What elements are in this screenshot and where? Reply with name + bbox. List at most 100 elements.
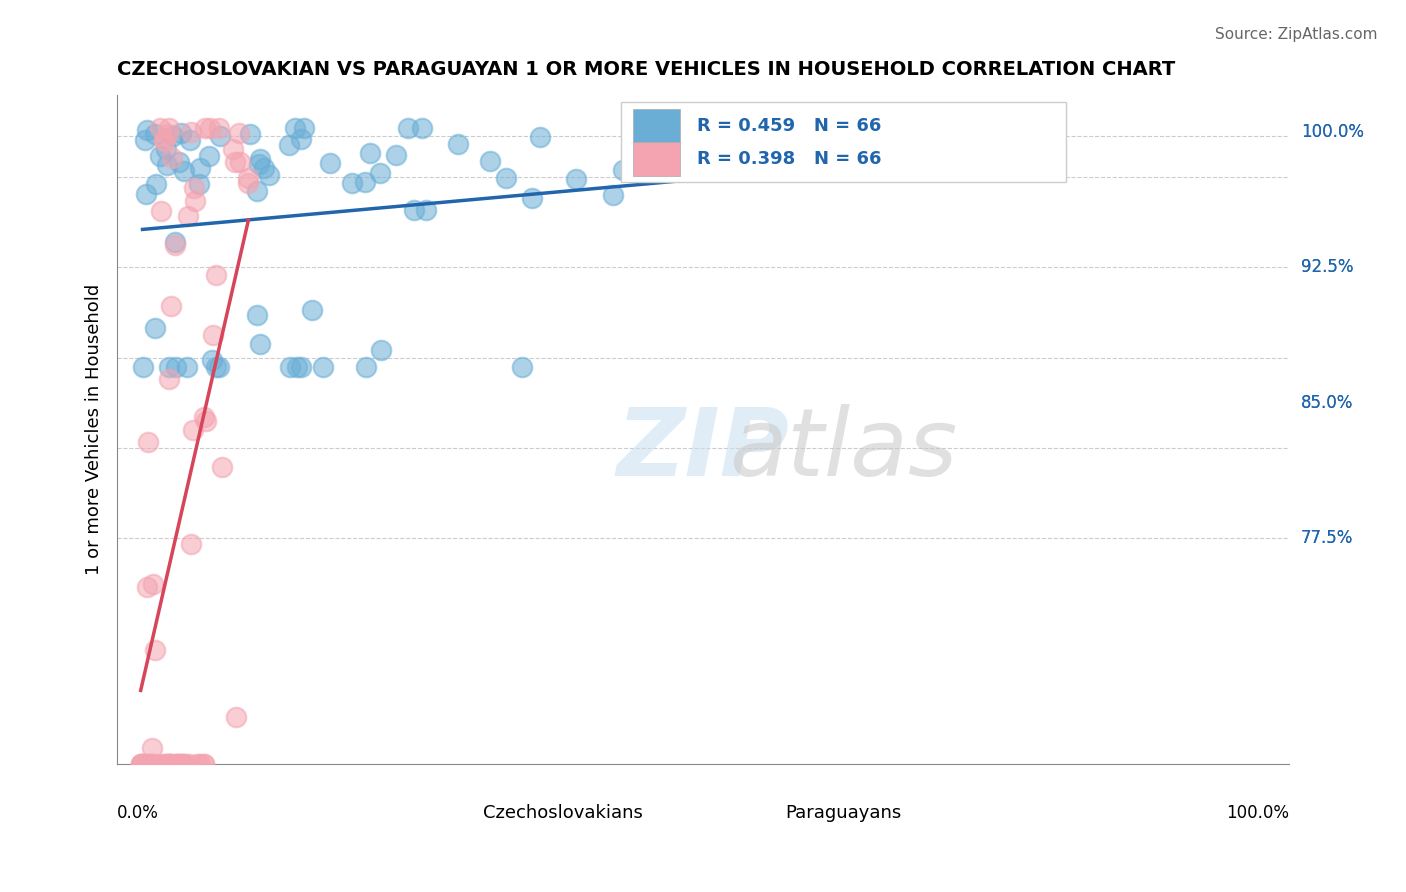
Point	[186, 757, 208, 772]
Point	[301, 302, 323, 317]
Point	[188, 757, 211, 772]
Point	[200, 120, 222, 135]
Point	[167, 757, 190, 772]
Point	[177, 757, 200, 772]
Point	[319, 156, 342, 170]
Point	[188, 161, 211, 176]
Point	[163, 237, 186, 252]
Point	[354, 359, 377, 374]
Point	[612, 163, 634, 178]
Point	[278, 359, 301, 374]
Point	[160, 757, 183, 772]
Point	[246, 308, 269, 322]
Point	[157, 120, 180, 135]
Point	[257, 168, 280, 182]
Point	[169, 155, 191, 169]
Point	[139, 757, 162, 772]
Point	[201, 353, 224, 368]
Point	[447, 136, 470, 151]
Point	[135, 187, 157, 202]
Point	[170, 757, 193, 772]
Point	[368, 166, 391, 180]
Point	[149, 149, 172, 163]
Point	[193, 757, 215, 772]
Point	[183, 181, 205, 195]
Text: 100.0%: 100.0%	[1301, 122, 1364, 141]
Text: ZIP: ZIP	[617, 404, 790, 496]
Point	[238, 171, 260, 186]
Point	[176, 359, 198, 374]
Point	[180, 125, 202, 139]
Point	[156, 158, 179, 172]
Text: Source: ZipAtlas.com: Source: ZipAtlas.com	[1215, 27, 1378, 42]
Point	[142, 577, 165, 591]
Point	[284, 120, 307, 135]
FancyBboxPatch shape	[633, 142, 679, 176]
Point	[152, 134, 174, 148]
Point	[205, 359, 228, 374]
Text: 92.5%: 92.5%	[1301, 258, 1353, 277]
Point	[170, 126, 193, 140]
Point	[194, 120, 217, 135]
Point	[385, 147, 408, 161]
Point	[131, 359, 153, 374]
Point	[285, 359, 308, 374]
Text: 100.0%: 100.0%	[1226, 805, 1289, 822]
Point	[188, 178, 211, 192]
Point	[208, 359, 231, 374]
Point	[143, 127, 166, 141]
Point	[131, 757, 153, 772]
Point	[129, 757, 152, 772]
Point	[529, 130, 551, 145]
Point	[129, 757, 152, 772]
Point	[177, 209, 200, 223]
Point	[228, 126, 250, 140]
Point	[290, 132, 312, 146]
Text: 100.0%: 100.0%	[1301, 122, 1364, 141]
Point	[225, 710, 247, 724]
Point	[155, 757, 177, 772]
Point	[720, 161, 742, 175]
Text: CZECHOSLOVAKIAN VS PARAGUAYAN 1 OR MORE VEHICLES IN HOUSEHOLD CORRELATION CHART: CZECHOSLOVAKIAN VS PARAGUAYAN 1 OR MORE …	[117, 60, 1175, 78]
Point	[290, 359, 312, 374]
FancyBboxPatch shape	[621, 102, 1066, 182]
Point	[193, 757, 215, 772]
Point	[150, 203, 173, 218]
Point	[208, 129, 231, 144]
Point	[145, 178, 167, 192]
Text: R = 0.459   N = 66: R = 0.459 N = 66	[697, 117, 882, 135]
Point	[193, 410, 215, 425]
Point	[152, 133, 174, 147]
Point	[479, 154, 502, 169]
Point	[510, 359, 533, 374]
Point	[359, 146, 381, 161]
Point	[172, 757, 194, 772]
Point	[159, 299, 181, 313]
Point	[141, 757, 163, 772]
Point	[249, 153, 271, 167]
Point	[134, 133, 156, 147]
Point	[184, 194, 207, 209]
Text: 85.0%: 85.0%	[1301, 393, 1353, 412]
Point	[162, 151, 184, 165]
Point	[222, 142, 245, 156]
Point	[495, 171, 517, 186]
Text: 77.5%: 77.5%	[1301, 529, 1353, 548]
Text: 85.0%: 85.0%	[1301, 393, 1353, 412]
Point	[159, 757, 181, 772]
Point	[173, 164, 195, 178]
Point	[165, 235, 187, 249]
Point	[411, 120, 433, 135]
Point	[292, 120, 315, 135]
Point	[165, 359, 187, 374]
Text: R = 0.398   N = 66: R = 0.398 N = 66	[697, 150, 882, 168]
Point	[354, 175, 377, 189]
Point	[150, 757, 173, 772]
Point	[253, 161, 276, 175]
Text: Paraguayans: Paraguayans	[786, 805, 901, 822]
Point	[138, 757, 160, 772]
FancyBboxPatch shape	[481, 788, 510, 814]
Point	[246, 184, 269, 198]
Point	[157, 372, 180, 386]
Point	[249, 336, 271, 351]
